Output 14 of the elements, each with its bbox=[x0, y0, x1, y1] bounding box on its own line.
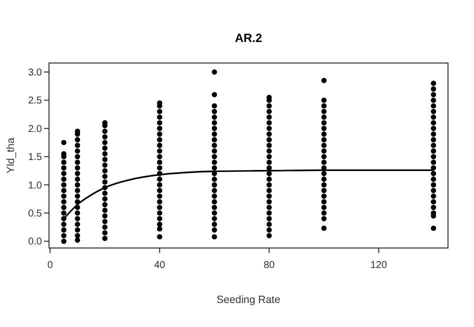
chart-title: AR.2 bbox=[234, 31, 262, 45]
x-tick-label: 0 bbox=[47, 260, 54, 271]
x-tick-label: 40 bbox=[154, 260, 166, 271]
x-tick-label: 120 bbox=[370, 260, 388, 271]
y-axis-title: Yld_tha bbox=[5, 138, 17, 174]
y-tick-label: 2.0 bbox=[28, 124, 42, 135]
y-tick-label: 0.5 bbox=[28, 208, 42, 220]
y-tick-label: 1.0 bbox=[28, 180, 42, 192]
x-axis-title: Seeding Rate bbox=[216, 294, 280, 306]
y-tick-label: 0.0 bbox=[28, 236, 42, 248]
y-tick-label: 3.0 bbox=[28, 68, 42, 79]
y-tick-label: 2.5 bbox=[28, 96, 42, 107]
y-tick-label: 1.5 bbox=[28, 152, 42, 164]
x-tick-label: 80 bbox=[264, 260, 276, 271]
